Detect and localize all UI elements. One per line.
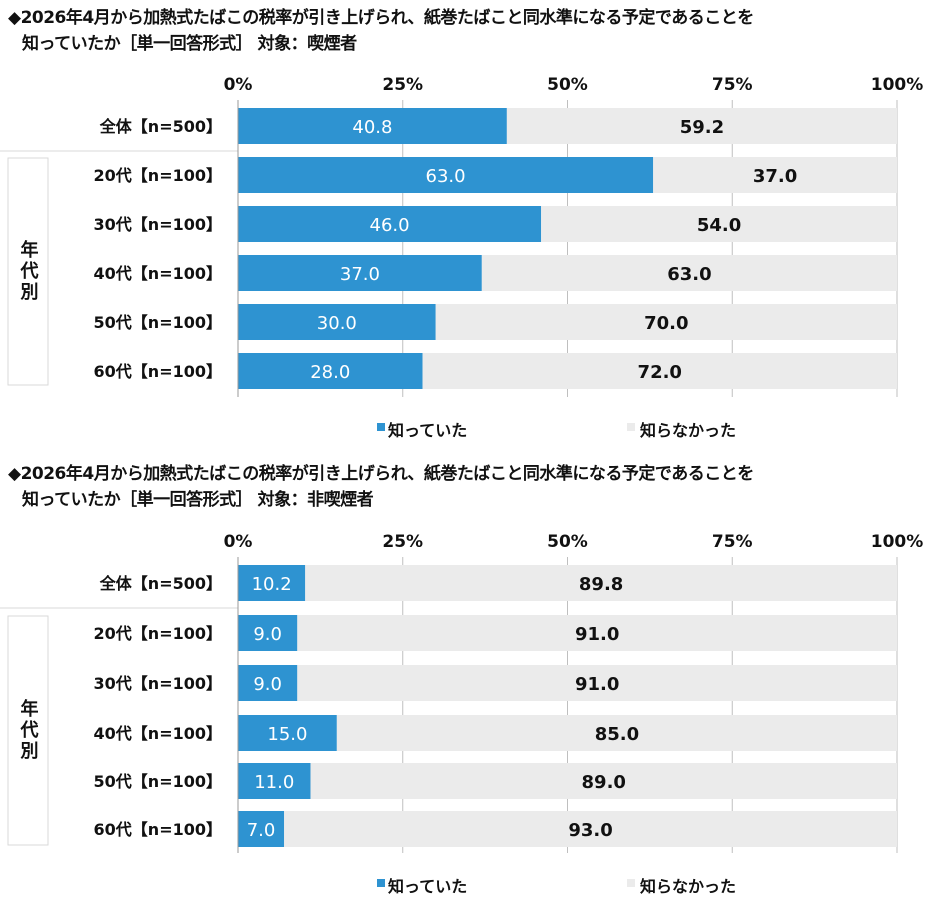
x-tick-label: 75% <box>712 75 753 95</box>
x-tick-label: 25% <box>382 75 423 95</box>
bar-unknown <box>284 811 897 847</box>
data-label-known: 9.0 <box>253 624 282 645</box>
data-label-unknown: 89.0 <box>582 772 626 793</box>
bar-known <box>238 304 436 340</box>
bar-unknown <box>541 206 897 242</box>
legend-label-unknown: 知らなかった <box>640 421 736 440</box>
x-tick-label: 0% <box>224 75 253 95</box>
data-label-known: 11.0 <box>254 772 294 793</box>
x-tick-label: 25% <box>382 532 423 552</box>
x-tick-label: 100% <box>871 75 924 95</box>
legend-swatch-known <box>377 423 385 431</box>
data-label-unknown: 93.0 <box>568 820 612 841</box>
bar-unknown <box>653 157 897 193</box>
data-label-known: 7.0 <box>247 820 276 841</box>
data-label-unknown: 91.0 <box>575 674 619 695</box>
bar-known <box>238 157 654 193</box>
data-label-unknown: 91.0 <box>575 624 619 645</box>
bar-unknown <box>506 108 897 144</box>
bar-known <box>238 565 306 601</box>
data-label-known: 63.0 <box>426 166 466 187</box>
data-label-known: 9.0 <box>253 674 282 695</box>
category-label: 全体【n=500】 <box>99 117 222 136</box>
category-label: 全体【n=500】 <box>99 574 222 593</box>
bar-unknown <box>305 565 897 601</box>
bar-known <box>238 255 482 291</box>
category-label: 60代【n=100】 <box>94 820 222 839</box>
bar-known <box>238 715 337 751</box>
category-label: 20代【n=100】 <box>94 166 222 185</box>
data-label-unknown: 59.2 <box>680 117 724 138</box>
bar-unknown <box>481 255 897 291</box>
category-label: 40代【n=100】 <box>94 264 222 283</box>
data-label-unknown: 89.8 <box>579 574 623 595</box>
group-box <box>7 615 49 846</box>
data-label-known: 37.0 <box>340 264 380 285</box>
group-label: 年代別 <box>18 698 40 762</box>
legend-label-unknown: 知らなかった <box>640 877 736 896</box>
bar-unknown <box>435 304 897 340</box>
data-label-unknown: 37.0 <box>753 166 797 187</box>
chart2-title-line2: 知っていたか［単一回答形式］ 対象：非喫煙者 <box>22 490 374 510</box>
chart1-title-line1: ◆2026年4月から加熱式たばこの税率が引き上げられ、紙巻たばこと同水準になる予… <box>8 8 754 28</box>
chart2-title-line1: ◆2026年4月から加熱式たばこの税率が引き上げられ、紙巻たばこと同水準になる予… <box>8 464 754 484</box>
data-label-unknown: 63.0 <box>667 264 711 285</box>
x-tick-label: 50% <box>547 532 588 552</box>
x-tick-label: 75% <box>712 532 753 552</box>
bar-unknown <box>297 615 897 651</box>
bar-known <box>238 763 311 799</box>
bar-unknown <box>297 665 897 701</box>
group-label: 年代別 <box>18 239 40 303</box>
category-label: 40代【n=100】 <box>94 724 222 743</box>
category-label: 20代【n=100】 <box>94 624 222 643</box>
legend-swatch-known <box>377 879 385 887</box>
legend-swatch-unknown <box>627 879 635 887</box>
x-tick-label: 0% <box>224 532 253 552</box>
x-tick-label: 100% <box>871 532 924 552</box>
data-label-known: 30.0 <box>317 313 357 334</box>
legend-label-known: 知っていた <box>388 877 467 896</box>
category-label: 30代【n=100】 <box>94 674 222 693</box>
bar-unknown <box>336 715 898 751</box>
data-label-unknown: 85.0 <box>595 724 639 745</box>
legend-label-known: 知っていた <box>388 421 467 440</box>
bar-known <box>238 615 298 651</box>
bar-known <box>238 108 507 144</box>
data-label-known: 15.0 <box>267 724 307 745</box>
bar-unknown <box>422 353 897 389</box>
data-label-unknown: 54.0 <box>697 215 741 236</box>
category-label: 30代【n=100】 <box>94 215 222 234</box>
data-label-known: 40.8 <box>352 117 392 138</box>
data-label-known: 10.2 <box>252 574 292 595</box>
data-label-unknown: 72.0 <box>638 362 682 383</box>
bar-known <box>238 811 285 847</box>
data-label-known: 46.0 <box>370 215 410 236</box>
bar-known <box>238 353 423 389</box>
bar-unknown <box>310 763 897 799</box>
category-label: 50代【n=100】 <box>94 772 222 791</box>
legend-swatch-unknown <box>627 423 635 431</box>
data-label-known: 28.0 <box>310 362 350 383</box>
bar-known <box>238 206 542 242</box>
bar-known <box>238 665 298 701</box>
category-label: 50代【n=100】 <box>94 313 222 332</box>
group-box <box>7 157 49 386</box>
data-label-unknown: 70.0 <box>644 313 688 334</box>
category-label: 60代【n=100】 <box>94 362 222 381</box>
x-tick-label: 50% <box>547 75 588 95</box>
chart1-title-line2: 知っていたか［単一回答形式］ 対象：喫煙者 <box>22 34 357 54</box>
